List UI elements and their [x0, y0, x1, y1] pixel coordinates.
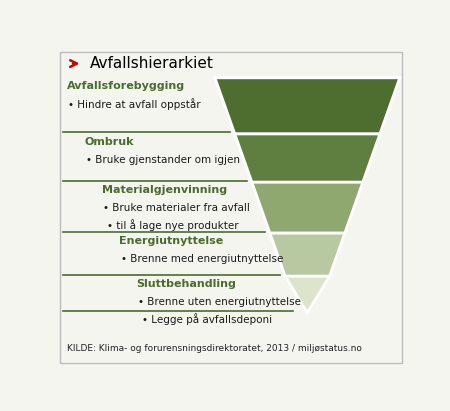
Text: Materialgjenvinning: Materialgjenvinning	[102, 185, 227, 195]
Text: • Brenne uten energiutnyttelse: • Brenne uten energiutnyttelse	[138, 297, 301, 307]
Text: • til å lage nye produkter: • til å lage nye produkter	[107, 219, 238, 231]
Polygon shape	[252, 182, 363, 233]
Text: Energiutnyttelse: Energiutnyttelse	[119, 236, 223, 246]
Polygon shape	[270, 233, 345, 276]
Text: • Hindre at avfall oppstår: • Hindre at avfall oppstår	[68, 98, 201, 110]
Polygon shape	[235, 134, 380, 182]
Text: Ombruk: Ombruk	[84, 137, 134, 147]
Text: • Brenne med energiutnyttelse: • Brenne med energiutnyttelse	[121, 254, 283, 264]
Text: Sluttbehandling: Sluttbehandling	[136, 279, 236, 289]
Text: Avfallshierarkiet: Avfallshierarkiet	[90, 56, 213, 71]
Text: KILDE: Klima- og forurensningsdirektoratet, 2013 / miljøstatus.no: KILDE: Klima- og forurensningsdirektorat…	[67, 344, 362, 353]
Text: • Bruke materialer fra avfall: • Bruke materialer fra avfall	[104, 203, 250, 213]
Polygon shape	[285, 276, 329, 313]
Text: Avfallsforebygging: Avfallsforebygging	[67, 81, 185, 91]
Text: • Legge på avfallsdeponi: • Legge på avfallsdeponi	[142, 313, 272, 325]
Text: • Bruke gjenstander om igjen: • Bruke gjenstander om igjen	[86, 155, 240, 164]
Polygon shape	[215, 78, 400, 134]
